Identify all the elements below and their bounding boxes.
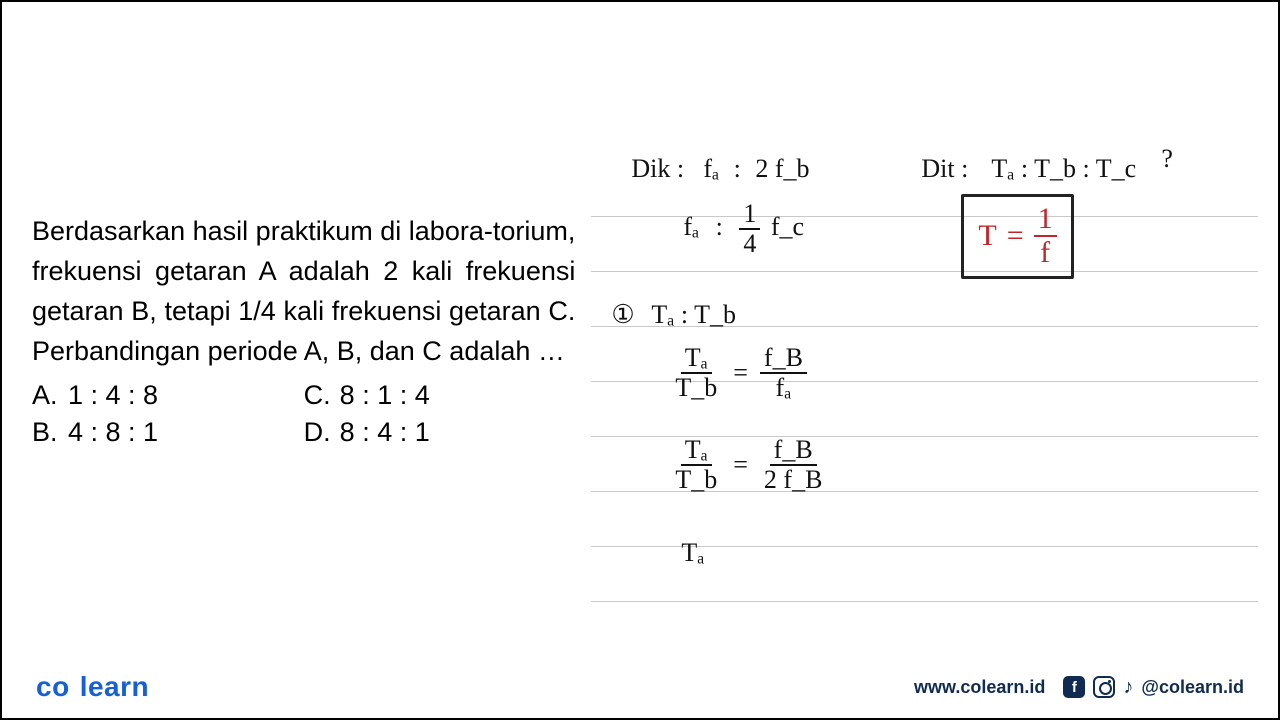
option-value: 1 : 4 : 8 [68,380,158,411]
option-letter: B. [32,417,68,448]
option-letter: A. [32,380,68,411]
dik-line1: fₐ : 2 f_b [703,154,809,184]
formula-eq: = [1007,219,1024,253]
footer-url[interactable]: www.colearn.id [914,677,1045,698]
social-handle[interactable]: @colearn.id [1141,677,1244,698]
dit-label: Dit : [921,154,968,184]
step2: Tₐ T_b = f_B fₐ [671,344,807,402]
tiktok-icon[interactable]: ♪ [1123,676,1133,699]
step4: Tₐ [681,538,704,568]
content-area: Berdasarkan hasil praktikum di labora-to… [2,2,1278,642]
option-c: C. 8 : 1 : 4 [304,380,576,411]
dik-label: Dik : [631,154,684,184]
option-value: 8 : 4 : 1 [340,417,430,448]
footer-right: www.colearn.id f ♪ @colearn.id [914,676,1244,699]
step3: Tₐ T_b = f_B 2 f_B [671,436,826,494]
option-d: D. 8 : 4 : 1 [304,417,576,448]
dit-question-mark: ? [1161,144,1173,174]
instagram-icon[interactable] [1093,676,1115,698]
options-grid: A. 1 : 4 : 8 C. 8 : 1 : 4 B. 4 : 8 : 1 D… [32,380,575,448]
option-value: 8 : 1 : 4 [340,380,430,411]
question-text: Berdasarkan hasil praktikum di labora-to… [32,212,575,372]
option-letter: D. [304,417,340,448]
option-b: B. 4 : 8 : 1 [32,417,304,448]
step1-title: Tₐ : T_b [651,300,736,330]
facebook-icon[interactable]: f [1063,676,1085,698]
question-panel: Berdasarkan hasil praktikum di labora-to… [32,22,591,642]
handwriting-panel: Dik : fₐ : 2 f_b fₐ : 1 4 f_c Dit : Tₐ :… [591,22,1248,642]
dik-line2: fₐ : 1 4 f_c [683,200,804,258]
footer: colearn www.colearn.id f ♪ @colearn.id [2,656,1278,718]
formula-box: T = 1 f [961,194,1073,279]
option-a: A. 1 : 4 : 8 [32,380,304,411]
dit-expr: Tₐ : T_b : T_c [991,154,1136,184]
option-value: 4 : 8 : 1 [68,417,158,448]
formula-lhs: T [978,219,996,253]
option-letter: C. [304,380,340,411]
step-marker: ① [611,300,634,330]
social-icons: f ♪ @colearn.id [1063,676,1244,699]
brand-logo: colearn [36,671,149,703]
